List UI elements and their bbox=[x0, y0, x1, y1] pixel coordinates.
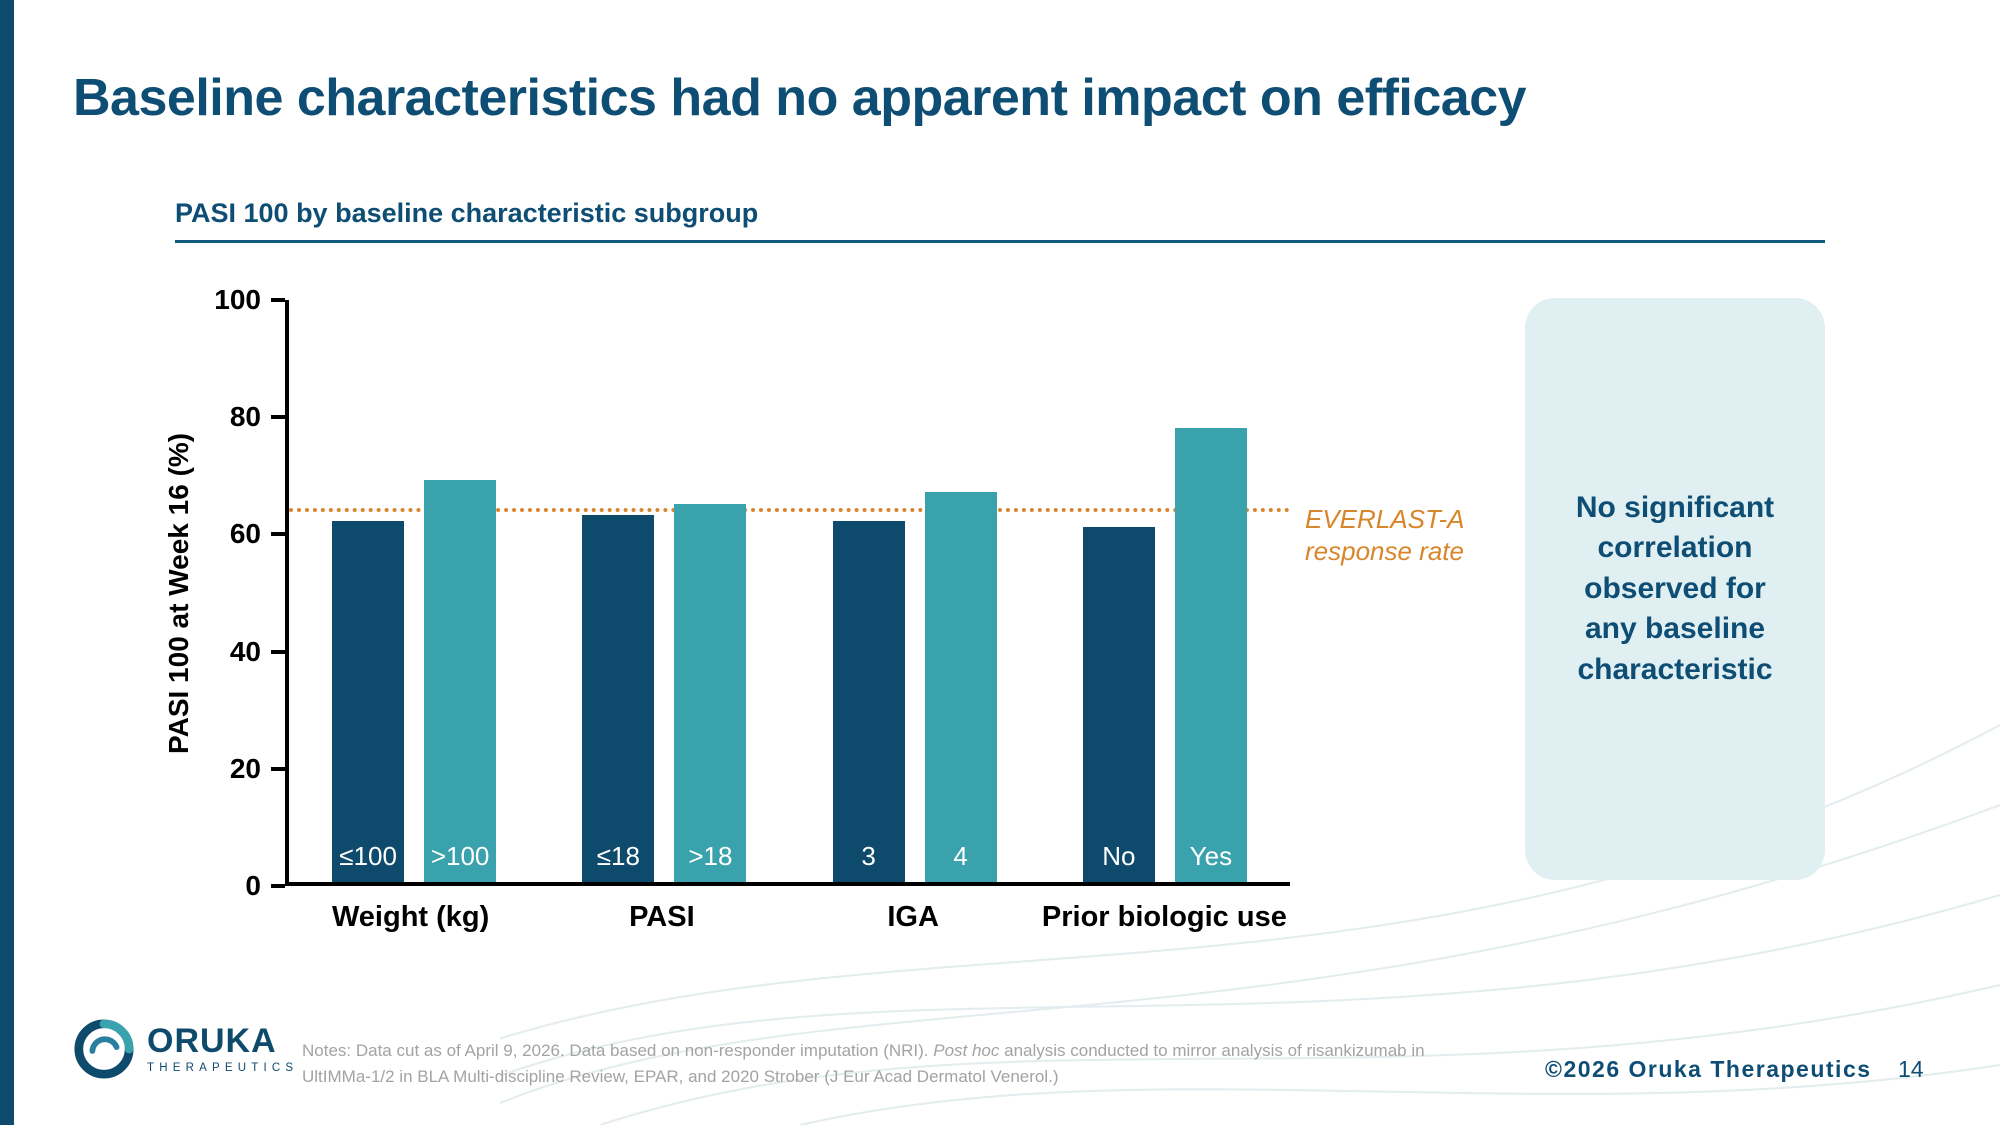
y-axis-ticks: 0 20 40 60 80 100 bbox=[155, 284, 285, 901]
logo-wordmark: ORUKA bbox=[147, 1022, 277, 1060]
reference-line bbox=[289, 508, 1290, 513]
bar-inner-label: >100 bbox=[430, 841, 490, 871]
logo-subtext: THERAPEUTICS bbox=[147, 1062, 299, 1074]
y-tick-mark bbox=[271, 649, 285, 654]
chart-title: PASI 100 by baseline characteristic subg… bbox=[175, 198, 759, 228]
copyright: ©2026 Oruka Therapeutics bbox=[1545, 1056, 1872, 1082]
callout-panel: No significant correlation observed for … bbox=[1525, 298, 1825, 880]
y-tick-label: 80 bbox=[229, 401, 261, 433]
left-accent-bar bbox=[0, 0, 14, 1125]
bar-2-1: 4 bbox=[924, 492, 997, 882]
y-tick-mark bbox=[271, 298, 285, 302]
footnotes-italic: Post hoc bbox=[933, 1041, 1000, 1060]
bar-0-1: >100 bbox=[424, 480, 497, 882]
reference-line-label: EVERLAST-A response rate bbox=[1305, 503, 1464, 567]
y-tick-mark bbox=[271, 884, 285, 888]
oruka-logo: ORUKA THERAPEUTICS bbox=[73, 1018, 298, 1080]
x-axis-label-3: Prior biologic use bbox=[1041, 901, 1287, 933]
footnotes-text-3: UltIMMa-1/2 in BLA Multi-discipline Revi… bbox=[302, 1066, 1059, 1086]
bar-3-0: No bbox=[1082, 526, 1155, 882]
bar-inner-label: ≤100 bbox=[339, 841, 397, 871]
oruka-logo-mark-icon bbox=[74, 1019, 134, 1079]
header-rule bbox=[175, 240, 1825, 243]
y-tick-mark bbox=[271, 766, 285, 771]
x-axis-label-0: Weight (kg) bbox=[331, 901, 490, 933]
y-tick-label: 40 bbox=[229, 635, 261, 667]
reference-line-label-line1: EVERLAST-A bbox=[1305, 504, 1465, 534]
oruka-logo-text: ORUKA THERAPEUTICS bbox=[147, 1024, 298, 1074]
footnotes-text-2: analysis conducted to mirror analysis of… bbox=[999, 1041, 1425, 1060]
reference-line-label-line2: response rate bbox=[1305, 536, 1464, 566]
bar-group-1: ≤18 >18 bbox=[539, 300, 789, 882]
bar-inner-label: ≤18 bbox=[596, 841, 640, 871]
y-tick-mark bbox=[271, 532, 285, 537]
x-axis-label-1: PASI bbox=[629, 901, 695, 933]
footnotes-text-1: Notes: Data cut as of April 9, 2026. Dat… bbox=[302, 1041, 934, 1060]
bar-inner-label: No bbox=[1102, 841, 1136, 871]
bar-1-1: >18 bbox=[674, 503, 747, 882]
callout-text: No significant correlation observed for … bbox=[1575, 490, 1775, 686]
plot-area: ≤100 >100 ≤18 >18 3 4 No Yes bbox=[285, 300, 1290, 886]
bar-3-1: Yes bbox=[1174, 428, 1247, 882]
bar-inner-label: 4 bbox=[953, 841, 968, 871]
y-tick-mark bbox=[271, 415, 285, 420]
bar-2-0: 3 bbox=[832, 521, 905, 882]
bar-0-0: ≤100 bbox=[332, 521, 405, 882]
bar-group-3: No Yes bbox=[1040, 300, 1290, 882]
y-tick-label: 100 bbox=[214, 284, 261, 315]
y-tick-label: 60 bbox=[229, 518, 261, 550]
bar-inner-label: >18 bbox=[688, 841, 733, 871]
y-tick-label: 0 bbox=[245, 870, 261, 901]
bar-group-0: ≤100 >100 bbox=[289, 300, 539, 882]
slide-title: Baseline characteristics had no apparent… bbox=[73, 69, 1527, 127]
x-axis-labels: Weight (kg) PASI IGA Prior biologic use bbox=[285, 901, 1290, 934]
footnotes: Notes: Data cut as of April 9, 2026. Dat… bbox=[302, 1038, 1442, 1089]
bar-1-0: ≤18 bbox=[582, 515, 655, 882]
x-axis-label-2: IGA bbox=[887, 901, 939, 933]
y-tick-label: 20 bbox=[229, 752, 261, 784]
page-number: 14 bbox=[1898, 1056, 1924, 1082]
bar-inner-label: 3 bbox=[861, 841, 876, 871]
bar-inner-label: Yes bbox=[1189, 841, 1233, 871]
